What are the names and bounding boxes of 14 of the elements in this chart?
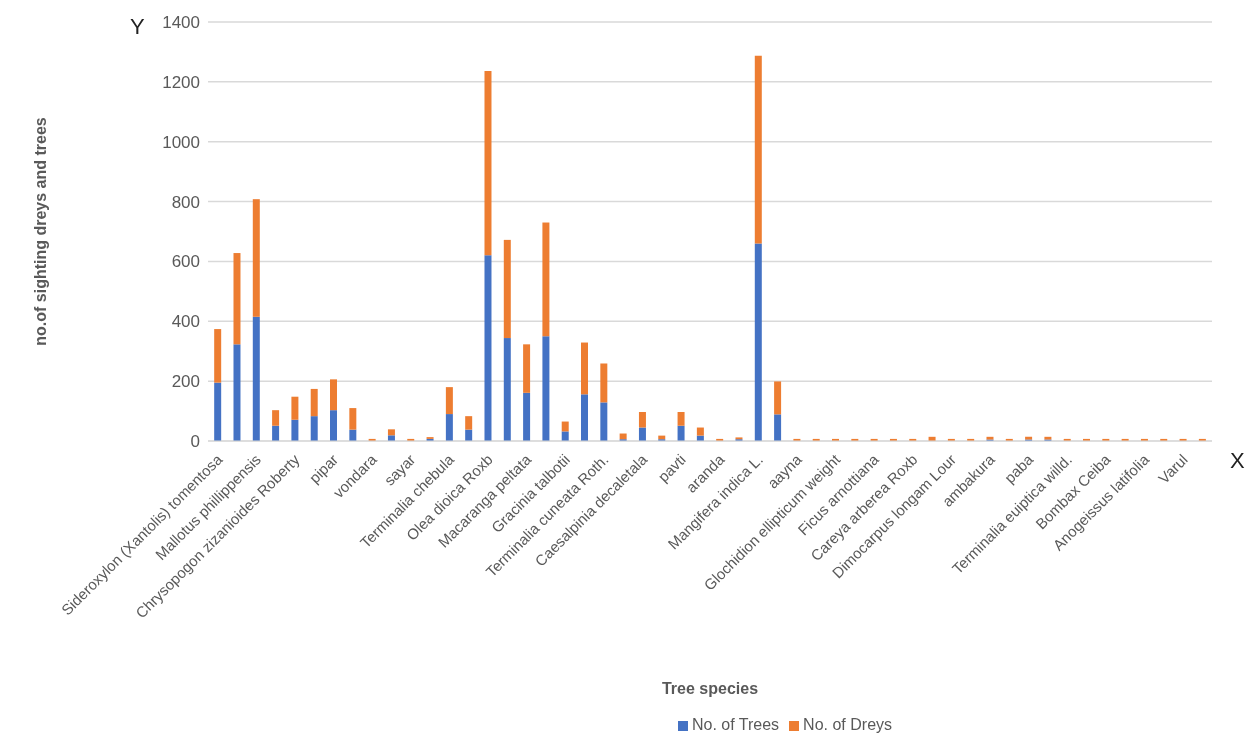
text: X: [1230, 448, 1245, 474]
y-tick-label: 600: [171, 252, 200, 272]
y-axis-title: no.of sighting dreys and trees: [31, 117, 49, 346]
legend-label: No. of Dreys: [803, 716, 893, 733]
legend-label: No. of Trees: [691, 716, 780, 733]
y-tick-label: 400: [171, 312, 200, 332]
y-tick-label: 800: [171, 192, 200, 212]
y-tick-label: 1200: [162, 72, 200, 92]
y-tick-label: 1000: [162, 132, 200, 152]
y-tick-label: 0: [190, 432, 200, 452]
y-tick-label: 200: [171, 372, 200, 392]
x-axis-title: Tree species: [661, 680, 759, 697]
text: Y: [130, 14, 145, 40]
y-tick-label: 1400: [162, 13, 200, 33]
